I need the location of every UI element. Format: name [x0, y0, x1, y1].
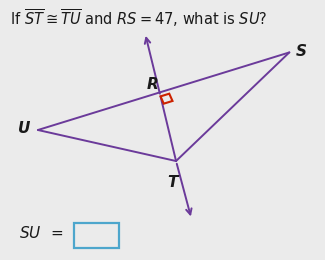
Text: $SU$: $SU$	[19, 225, 42, 242]
Text: =: =	[50, 226, 63, 241]
Text: R: R	[147, 77, 158, 92]
Text: S: S	[295, 44, 306, 58]
Text: T: T	[168, 175, 178, 190]
Text: U: U	[18, 121, 30, 136]
Text: If $\overline{ST} \cong \overline{TU}$ and $RS = 47$, what is $SU$?: If $\overline{ST} \cong \overline{TU}$ a…	[10, 7, 267, 29]
